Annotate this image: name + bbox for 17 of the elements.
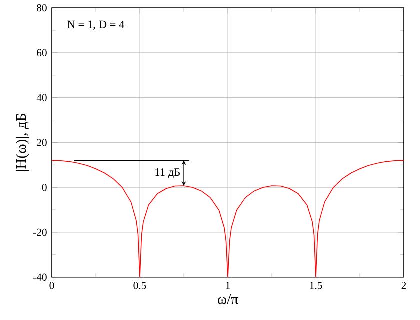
y-tick-label: 40 bbox=[36, 94, 47, 102]
y-tick-label: 0 bbox=[42, 184, 47, 192]
x-tick-label: 1 bbox=[226, 282, 230, 290]
y-axis-title: |H(ω)|, дБ bbox=[16, 114, 30, 172]
y-tick-label: 80 bbox=[37, 4, 47, 12]
y-tick-label: 60 bbox=[37, 49, 47, 57]
annotation: N = 1, D = 4 bbox=[68, 20, 125, 30]
y-tick-label: 20 bbox=[37, 139, 47, 146]
line-series bbox=[52, 160, 404, 278]
x-axis-title: ω/π bbox=[218, 294, 238, 304]
y-tick-label: -40 bbox=[33, 274, 47, 281]
x-tick-label: 0.5 bbox=[134, 282, 146, 290]
x-tick-label: 0 bbox=[50, 282, 54, 290]
x-tick-label: 2 bbox=[402, 282, 406, 290]
annotation: 11 дБ bbox=[156, 168, 180, 178]
x-tick-label: 1.5 bbox=[310, 282, 322, 290]
y-tick-label: -20 bbox=[33, 228, 47, 236]
